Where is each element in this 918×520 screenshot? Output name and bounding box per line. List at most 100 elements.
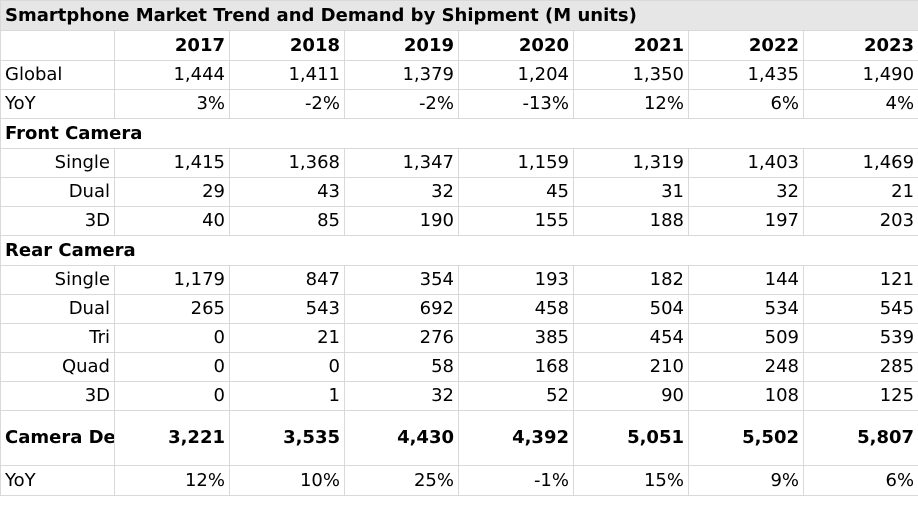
row-label: Global [0,60,115,90]
value-cell: 1,469 [802,148,918,178]
header-blank-cell [0,30,115,61]
section-label: Front Camera [0,118,918,149]
table-row: Global 1,444 1,411 1,379 1,204 1,350 1,435 1,49… [0,60,918,90]
value-cell: 454 [573,323,689,353]
row-label: Dual [0,177,115,207]
value-cell: 45 [458,177,574,207]
value-cell: 1 [229,381,345,411]
year-header-2020: 2020 [458,30,574,61]
value-cell: 504 [573,294,689,324]
value-cell: -2% [344,89,459,119]
value-cell: 3,535 [229,410,345,466]
year-header-2021: 2021 [573,30,689,61]
value-cell: 1,319 [573,148,689,178]
value-cell: 190 [344,206,459,236]
value-cell: 0 [114,381,230,411]
value-cell: 276 [344,323,459,353]
value-cell: 21 [802,177,918,207]
year-header-row: 2017 2018 2019 2020 2021 2022 2023 [0,30,918,61]
table-row: YoY 3% -2% -2% -13% 12% 6% 4% [0,89,918,119]
value-cell: 285 [802,352,918,382]
row-label: Camera Demand [0,410,115,466]
value-cell: 1,435 [688,60,804,90]
value-cell: 1,347 [344,148,459,178]
value-cell: 32 [344,177,459,207]
value-cell: 3,221 [114,410,230,466]
value-cell: 248 [688,352,804,382]
value-cell: 32 [344,381,459,411]
value-cell: 32 [688,177,804,207]
value-cell: 182 [573,265,689,295]
value-cell: 125 [802,381,918,411]
year-header-2023: 2023 [802,30,918,61]
value-cell: 509 [688,323,804,353]
row-label: Quad [0,352,115,382]
table-row: 3D 40 85 190 155 188 197 203 [0,206,918,236]
value-cell: 1,159 [458,148,574,178]
section-row: Rear Camera [0,235,918,266]
value-cell: 203 [802,206,918,236]
value-cell: 3% [114,89,230,119]
value-cell: 144 [688,265,804,295]
value-cell: 9% [688,465,804,496]
table-title: Smartphone Market Trend and Demand by Sh… [0,0,918,31]
value-cell: 1,490 [802,60,918,90]
value-cell: 52 [458,381,574,411]
row-label: Dual [0,294,115,324]
value-cell: 155 [458,206,574,236]
year-header-2019: 2019 [344,30,459,61]
value-cell: 1,444 [114,60,230,90]
value-cell: 385 [458,323,574,353]
value-cell: 31 [573,177,689,207]
table-row: Dual 265 543 692 458 504 534 545 [0,294,918,324]
value-cell: 12% [573,89,689,119]
value-cell: 29 [114,177,230,207]
value-cell: 6% [802,465,918,496]
value-cell: 354 [344,265,459,295]
value-cell: 5,807 [802,410,918,466]
row-label: Tri [0,323,115,353]
value-cell: 1,204 [458,60,574,90]
value-cell: 458 [458,294,574,324]
value-cell: 545 [802,294,918,324]
value-cell: 197 [688,206,804,236]
value-cell: 188 [573,206,689,236]
table-row: Single 1,415 1,368 1,347 1,159 1,319 1,403 1,46… [0,148,918,178]
value-cell: 0 [229,352,345,382]
value-cell: 10% [229,465,345,496]
year-header-2018: 2018 [229,30,345,61]
value-cell: 534 [688,294,804,324]
table-row: YoY 12% 10% 25% -1% 15% 9% 6% [0,465,918,496]
value-cell: 4,430 [344,410,459,466]
value-cell: 1,411 [229,60,345,90]
table-row: Tri 0 21 276 385 454 509 539 [0,323,918,353]
table-row: Single 1,179 847 354 193 182 144 121 [0,265,918,295]
row-label: 3D [0,381,115,411]
value-cell: 43 [229,177,345,207]
value-cell: 0 [114,323,230,353]
value-cell: 0 [114,352,230,382]
value-cell: 210 [573,352,689,382]
value-cell: 40 [114,206,230,236]
value-cell: 1,350 [573,60,689,90]
row-label: Single [0,265,115,295]
value-cell: 25% [344,465,459,496]
value-cell: 539 [802,323,918,353]
value-cell: 847 [229,265,345,295]
row-label: YoY [0,465,115,496]
value-cell: 108 [688,381,804,411]
value-cell: 121 [802,265,918,295]
value-cell: 58 [344,352,459,382]
row-label: 3D [0,206,115,236]
value-cell: -2% [229,89,345,119]
value-cell: -1% [458,465,574,496]
value-cell: 4,392 [458,410,574,466]
year-header-2017: 2017 [114,30,230,61]
row-label: YoY [0,89,115,119]
value-cell: 85 [229,206,345,236]
value-cell: 5,051 [573,410,689,466]
value-cell: 12% [114,465,230,496]
section-label: Rear Camera [0,235,918,266]
value-cell: 193 [458,265,574,295]
year-header-2022: 2022 [688,30,804,61]
